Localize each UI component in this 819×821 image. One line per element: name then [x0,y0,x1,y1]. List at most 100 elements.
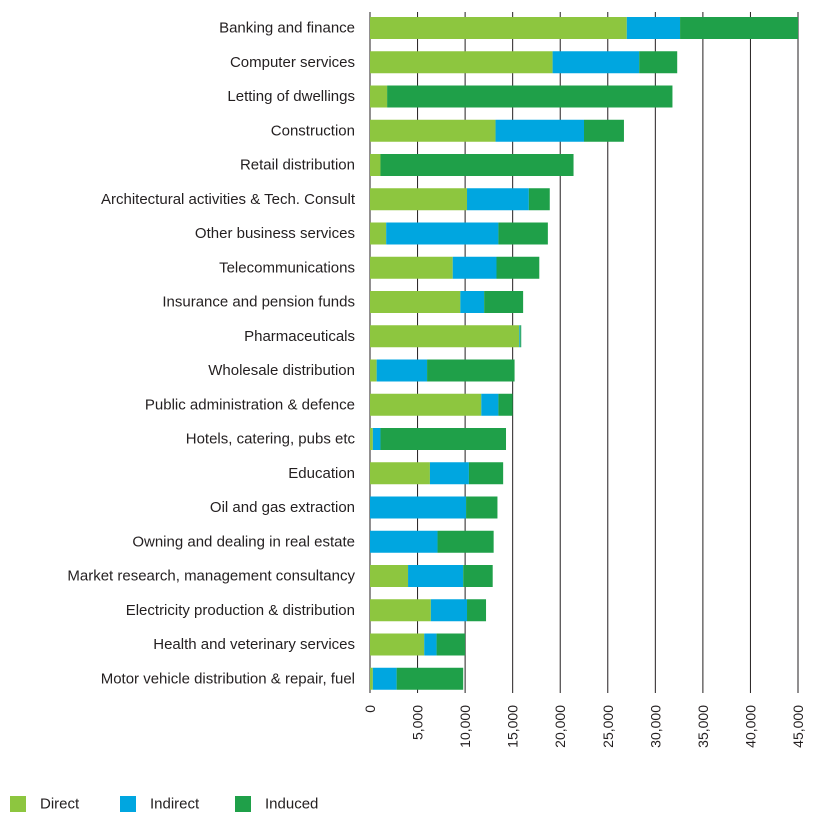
bar-induced-hotels-catering-pubs-etc [380,428,507,450]
bar-induced-construction [584,119,624,142]
bar-direct-construction [370,119,496,142]
category-label-retail-distribution: Retail distribution [240,157,355,174]
bar-indirect-owning-and-dealing-in-real-estate [370,530,438,553]
bar-indirect-pharmaceuticals [519,325,521,348]
bar-direct-other-business-services [370,222,387,245]
bar-induced-letting-of-dwellings [387,85,673,108]
bar-indirect-computer-services [552,51,640,74]
bar-indirect-architectural-activities-tech-consult [467,188,529,211]
bar-direct-education [370,462,430,485]
bar-induced-health-and-veterinary-services [436,633,466,656]
category-label-oil-and-gas-extraction: Oil and gas extraction [210,499,355,516]
gridlines [369,12,799,693]
bar-induced-wholesale-distribution [427,359,515,382]
category-label-health-and-veterinary-services: Health and veterinary services [153,636,355,653]
bar-direct-banking-and-finance [370,17,627,39]
legend-label-direct: Direct [40,796,80,813]
legend-label-induced: Induced [265,796,318,813]
bar-direct-computer-services [370,51,553,74]
x-tick-label-0: 0 [362,705,378,713]
category-label-insurance-and-pension-funds: Insurance and pension funds [162,294,355,311]
bar-direct-insurance-and-pension-funds [370,291,461,313]
x-tick-label-30000: 30,000 [647,705,663,748]
x-tick-label-10000: 10,000 [457,705,473,748]
bar-induced-public-administration-defence [498,393,513,416]
bar-induced-telecommunications [496,256,540,279]
bar-direct-architectural-activities-tech-consult [370,188,468,211]
legend-item-induced: Induced [235,796,318,813]
bar-induced-insurance-and-pension-funds [484,291,524,313]
category-label-electricity-production-distribution: Electricity production & distribution [126,602,355,619]
category-label-education: Education [288,465,355,482]
legend-item-indirect: Indirect [120,796,200,813]
category-label-letting-of-dwellings: Letting of dwellings [227,88,355,105]
bar-indirect-construction [495,119,584,142]
bar-indirect-education [429,462,469,485]
bar-direct-health-and-veterinary-services [370,633,425,656]
bar-induced-computer-services [639,51,678,74]
bar-induced-market-research-management-consultancy [463,565,493,587]
category-label-architectural-activities-tech-consult: Architectural activities & Tech. Consult [101,191,356,208]
category-label-other-business-services: Other business services [195,225,355,242]
category-label-owning-and-dealing-in-real-estate: Owning and dealing in real estate [132,533,355,550]
bar-direct-telecommunications [370,256,453,279]
bar-indirect-public-administration-defence [481,393,499,416]
category-label-pharmaceuticals: Pharmaceuticals [244,328,355,345]
bar-indirect-other-business-services [386,222,499,245]
legend-swatch-direct [10,796,26,812]
bar-indirect-hotels-catering-pubs-etc [372,428,381,450]
bar-direct-pharmaceuticals [370,325,520,348]
legend-label-indirect: Indirect [150,796,200,813]
bar-induced-electricity-production-distribution [467,599,487,622]
bar-direct-electricity-production-distribution [370,599,431,622]
x-tick-label-40000: 40,000 [742,705,758,748]
bar-induced-education [468,462,504,485]
bar-indirect-insurance-and-pension-funds [460,291,485,313]
category-label-wholesale-distribution: Wholesale distribution [208,362,355,379]
x-tick-label-15000: 15,000 [505,705,521,748]
bar-indirect-oil-and-gas-extraction [370,496,467,519]
bar-indirect-banking-and-finance [626,17,681,39]
bar-induced-banking-and-finance [680,17,798,39]
category-label-construction: Construction [271,122,355,139]
category-label-banking-and-finance: Banking and finance [219,20,355,37]
legend-item-direct: Direct [10,796,80,813]
bar-indirect-telecommunications [452,256,497,279]
bar-indirect-motor-vehicle-distribution-repair-fuel [372,667,397,690]
legend-swatch-indirect [120,796,136,812]
bar-direct-market-research-management-consultancy [370,565,409,587]
x-tick-label-45000: 45,000 [790,705,806,748]
category-label-hotels-catering-pubs-etc: Hotels, catering, pubs etc [186,431,356,448]
category-label-public-administration-defence: Public administration & defence [145,396,355,413]
bar-indirect-electricity-production-distribution [430,599,468,622]
legend-swatch-induced [235,796,251,812]
category-label-computer-services: Computer services [230,54,355,71]
bar-direct-wholesale-distribution [370,359,377,382]
bar-indirect-wholesale-distribution [376,359,428,382]
bar-induced-other-business-services [498,222,548,245]
bar-direct-motor-vehicle-distribution-repair-fuel [370,667,373,690]
x-axis-ticks: 0 5,000 10,000 15,000 20,000 25,000 30,000 35,0… [362,705,806,748]
bar-induced-motor-vehicle-distribution-repair-fuel [396,667,464,690]
x-tick-label-5000: 5,000 [410,705,426,740]
x-tick-label-20000: 20,000 [552,705,568,748]
bar-induced-pharmaceuticals [520,325,522,348]
bar-induced-retail-distribution [380,154,574,176]
bar-direct-public-administration-defence [370,393,482,416]
bar-induced-owning-and-dealing-in-real-estate [437,530,494,553]
x-tick-label-35000: 35,000 [695,705,711,748]
bar-induced-architectural-activities-tech-consult [528,188,550,211]
category-label-telecommunications: Telecommunications [219,259,355,276]
bar-induced-oil-and-gas-extraction [466,496,498,519]
bar-direct-retail-distribution [370,154,381,176]
x-tick-label-25000: 25,000 [600,705,616,748]
category-labels: Banking and finance Computer services Lett… [67,20,355,688]
bar-direct-hotels-catering-pubs-etc [370,428,373,450]
bars [370,17,798,690]
bar-indirect-health-and-veterinary-services [424,633,437,656]
category-label-market-research-management-consultancy: Market research, management consultancy [67,568,355,585]
bar-direct-letting-of-dwellings [370,85,388,108]
legend: Direct Indirect Induced [10,796,318,813]
